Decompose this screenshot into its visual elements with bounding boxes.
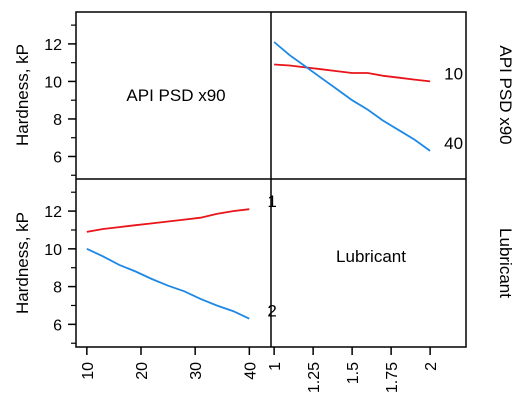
row-title-api-psd: API PSD x90 [496, 45, 514, 144]
x-tick-label: 1.75 [384, 362, 401, 393]
x-tick-label: 1 [267, 362, 284, 371]
x-tick-label: 1.5 [345, 362, 362, 384]
y-tick-label: 6 [53, 317, 62, 334]
series-line-2 [86, 247, 250, 320]
y-tick-label: 8 [53, 112, 62, 129]
x-tick-label: 10 [80, 362, 97, 380]
x-tick-label: 30 [188, 362, 205, 380]
panel-label-api-psd: API PSD x90 [126, 86, 225, 105]
x-tick-label: 2 [423, 362, 440, 371]
panel-label-lubricant: Lubricant [336, 247, 406, 266]
series-label-2: 2 [267, 302, 276, 321]
x-tick-label: 1.25 [306, 362, 323, 393]
y-tick-label: 10 [44, 242, 62, 259]
y-tick-label: 6 [53, 149, 62, 166]
y-tick-label: 10 [44, 74, 62, 91]
x-tick-label: 20 [134, 362, 151, 380]
y-tick-label: 12 [44, 37, 62, 54]
series-label-1: 1 [267, 192, 276, 211]
row-title-lubricant: Lubricant [496, 228, 514, 298]
y-tick-label: 8 [53, 280, 62, 297]
x-tick-label: 40 [242, 362, 259, 380]
y-axis-title-bottom: Hardness, kP [13, 212, 32, 314]
series-label-40: 40 [444, 134, 463, 153]
series-line-1 [86, 208, 250, 233]
y-tick-label: 12 [44, 204, 62, 221]
series-line-10 [274, 63, 431, 83]
y-axis-title-top: Hardness, kP [13, 44, 32, 146]
series-label-10: 10 [444, 64, 463, 83]
series-line-40 [273, 41, 431, 152]
